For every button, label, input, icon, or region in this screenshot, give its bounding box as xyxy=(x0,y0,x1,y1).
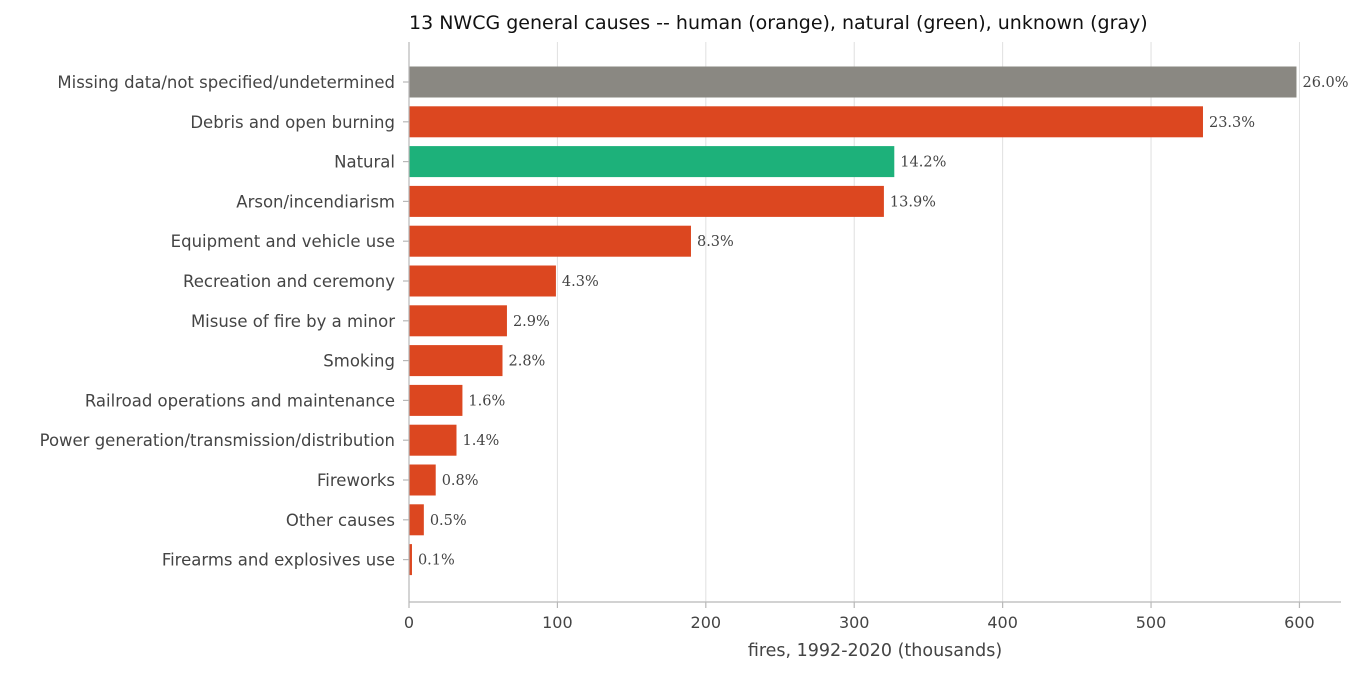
bar-human xyxy=(409,424,457,456)
bar-value-label: 13.9% xyxy=(890,194,936,210)
bar-human xyxy=(409,225,691,257)
category-label: Missing data/not specified/undetermined xyxy=(57,73,395,92)
labels: 0 100 200 300 400 500 600 Missing data/not spec… xyxy=(40,73,1349,632)
x-tick-label: 300 xyxy=(839,613,870,632)
bar-human xyxy=(409,384,463,416)
bar-human xyxy=(409,544,412,576)
category-label: Firearms and explosives use xyxy=(162,551,395,570)
x-tick-label: 400 xyxy=(987,613,1018,632)
bar-value-label: 0.8% xyxy=(442,473,479,489)
x-axis-title: fires, 1992-2020 (thousands) xyxy=(748,641,1002,661)
category-label: Misuse of fire by a minor xyxy=(191,312,395,331)
bar-natural xyxy=(409,146,895,178)
category-label: Power generation/transmission/distributi… xyxy=(40,431,395,450)
x-tick-label: 100 xyxy=(542,613,573,632)
bar-value-label: 23.3% xyxy=(1209,115,1255,131)
x-tick-label: 500 xyxy=(1136,613,1167,632)
x-tick-label: 0 xyxy=(404,613,414,632)
bar-human xyxy=(409,265,556,297)
bar-value-label: 1.4% xyxy=(462,433,499,449)
bar-unknown xyxy=(409,66,1297,98)
bar-value-label: 0.1% xyxy=(418,553,455,569)
category-label: Fireworks xyxy=(317,471,395,490)
bars xyxy=(409,66,1297,576)
category-label: Railroad operations and maintenance xyxy=(85,391,395,410)
bar-value-label: 26.0% xyxy=(1302,75,1348,91)
chart-title: 13 NWCG general causes -- human (orange)… xyxy=(409,12,1148,34)
category-label: Equipment and vehicle use xyxy=(171,232,395,251)
bar-human xyxy=(409,345,503,377)
bar-value-label: 2.8% xyxy=(508,354,545,370)
category-label: Arson/incendiarism xyxy=(236,192,395,211)
category-label: Natural xyxy=(334,153,395,172)
bar-human xyxy=(409,305,507,337)
bar-human xyxy=(409,185,884,217)
category-label: Other causes xyxy=(286,511,395,530)
bar-value-label: 14.2% xyxy=(900,155,946,171)
category-label: Debris and open burning xyxy=(190,113,395,132)
axes xyxy=(403,42,1341,608)
bar-value-label: 1.6% xyxy=(468,393,505,409)
bar-value-label: 8.3% xyxy=(697,234,734,250)
bar-value-label: 2.9% xyxy=(513,314,550,330)
x-tick-label: 200 xyxy=(691,613,722,632)
category-label: Smoking xyxy=(323,352,395,371)
bar-human xyxy=(409,504,424,536)
x-tick-label: 600 xyxy=(1284,613,1315,632)
bar-human xyxy=(409,464,436,496)
bar-value-label: 0.5% xyxy=(430,513,467,529)
category-label: Recreation and ceremony xyxy=(183,272,395,291)
bar-value-label: 4.3% xyxy=(562,274,599,290)
bar-human xyxy=(409,106,1203,138)
